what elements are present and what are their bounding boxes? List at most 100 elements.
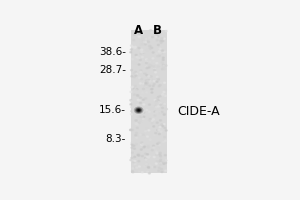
- Circle shape: [136, 123, 137, 124]
- Circle shape: [165, 160, 167, 161]
- Circle shape: [143, 51, 145, 53]
- Circle shape: [164, 51, 166, 52]
- Circle shape: [156, 154, 158, 155]
- Circle shape: [156, 76, 158, 77]
- Circle shape: [140, 118, 141, 119]
- Circle shape: [133, 73, 135, 74]
- Circle shape: [156, 83, 158, 85]
- Circle shape: [146, 109, 148, 111]
- Circle shape: [147, 171, 148, 173]
- Circle shape: [136, 31, 137, 32]
- Circle shape: [165, 130, 167, 131]
- Circle shape: [157, 148, 159, 149]
- Circle shape: [138, 166, 140, 167]
- Circle shape: [138, 64, 140, 65]
- Circle shape: [135, 144, 137, 145]
- Circle shape: [149, 140, 151, 141]
- Circle shape: [134, 156, 136, 158]
- Circle shape: [155, 111, 157, 113]
- Circle shape: [154, 32, 156, 33]
- Circle shape: [140, 59, 141, 61]
- Circle shape: [150, 144, 152, 145]
- Circle shape: [164, 95, 166, 96]
- Circle shape: [138, 47, 140, 49]
- Circle shape: [137, 154, 139, 156]
- Circle shape: [140, 50, 142, 51]
- Circle shape: [160, 163, 161, 164]
- Circle shape: [148, 67, 150, 68]
- Circle shape: [135, 120, 137, 121]
- Circle shape: [141, 78, 142, 80]
- Circle shape: [153, 156, 155, 158]
- Circle shape: [157, 143, 158, 144]
- Circle shape: [143, 83, 145, 84]
- Circle shape: [152, 86, 153, 87]
- Circle shape: [160, 103, 161, 104]
- Circle shape: [133, 142, 135, 143]
- Circle shape: [131, 157, 133, 159]
- Circle shape: [134, 163, 136, 164]
- Circle shape: [141, 142, 142, 143]
- Circle shape: [155, 36, 157, 37]
- Circle shape: [157, 36, 159, 37]
- Circle shape: [133, 76, 135, 78]
- Circle shape: [158, 96, 160, 98]
- Circle shape: [155, 34, 157, 35]
- Circle shape: [155, 132, 157, 134]
- Circle shape: [161, 111, 163, 113]
- Circle shape: [140, 83, 141, 84]
- Text: 28.7-: 28.7-: [99, 65, 126, 75]
- Circle shape: [144, 84, 146, 86]
- Circle shape: [146, 75, 148, 77]
- Circle shape: [148, 157, 149, 158]
- Circle shape: [160, 82, 162, 84]
- Circle shape: [136, 73, 137, 75]
- Circle shape: [156, 98, 158, 99]
- Circle shape: [154, 99, 156, 101]
- Circle shape: [146, 149, 148, 150]
- Circle shape: [151, 108, 153, 109]
- Circle shape: [162, 107, 164, 109]
- Circle shape: [159, 112, 161, 113]
- Circle shape: [151, 89, 152, 90]
- Circle shape: [155, 151, 158, 152]
- Circle shape: [163, 91, 165, 93]
- Circle shape: [149, 139, 151, 140]
- Circle shape: [149, 165, 151, 166]
- Ellipse shape: [136, 108, 141, 112]
- Circle shape: [131, 70, 133, 71]
- Circle shape: [153, 147, 154, 148]
- Circle shape: [163, 114, 165, 115]
- Circle shape: [132, 46, 134, 47]
- Circle shape: [152, 119, 154, 120]
- Circle shape: [160, 40, 162, 41]
- Circle shape: [156, 53, 158, 54]
- Circle shape: [160, 164, 161, 165]
- Text: 8.3-: 8.3-: [106, 134, 126, 144]
- Circle shape: [134, 167, 136, 168]
- Circle shape: [158, 99, 160, 100]
- Circle shape: [133, 34, 135, 35]
- Circle shape: [164, 102, 166, 103]
- Circle shape: [131, 111, 133, 112]
- Circle shape: [145, 131, 146, 132]
- Circle shape: [148, 80, 149, 81]
- Circle shape: [164, 130, 166, 131]
- Circle shape: [138, 116, 140, 118]
- Circle shape: [135, 90, 137, 91]
- Circle shape: [161, 69, 164, 70]
- Circle shape: [151, 92, 153, 93]
- Circle shape: [161, 38, 163, 39]
- Circle shape: [164, 69, 165, 70]
- Circle shape: [137, 99, 139, 101]
- Circle shape: [131, 147, 133, 148]
- Circle shape: [156, 81, 158, 82]
- Circle shape: [148, 41, 149, 43]
- Circle shape: [142, 38, 145, 40]
- Circle shape: [158, 142, 160, 143]
- Circle shape: [152, 85, 154, 87]
- Circle shape: [133, 145, 135, 146]
- Circle shape: [142, 118, 144, 120]
- Circle shape: [156, 63, 158, 64]
- Circle shape: [141, 49, 143, 50]
